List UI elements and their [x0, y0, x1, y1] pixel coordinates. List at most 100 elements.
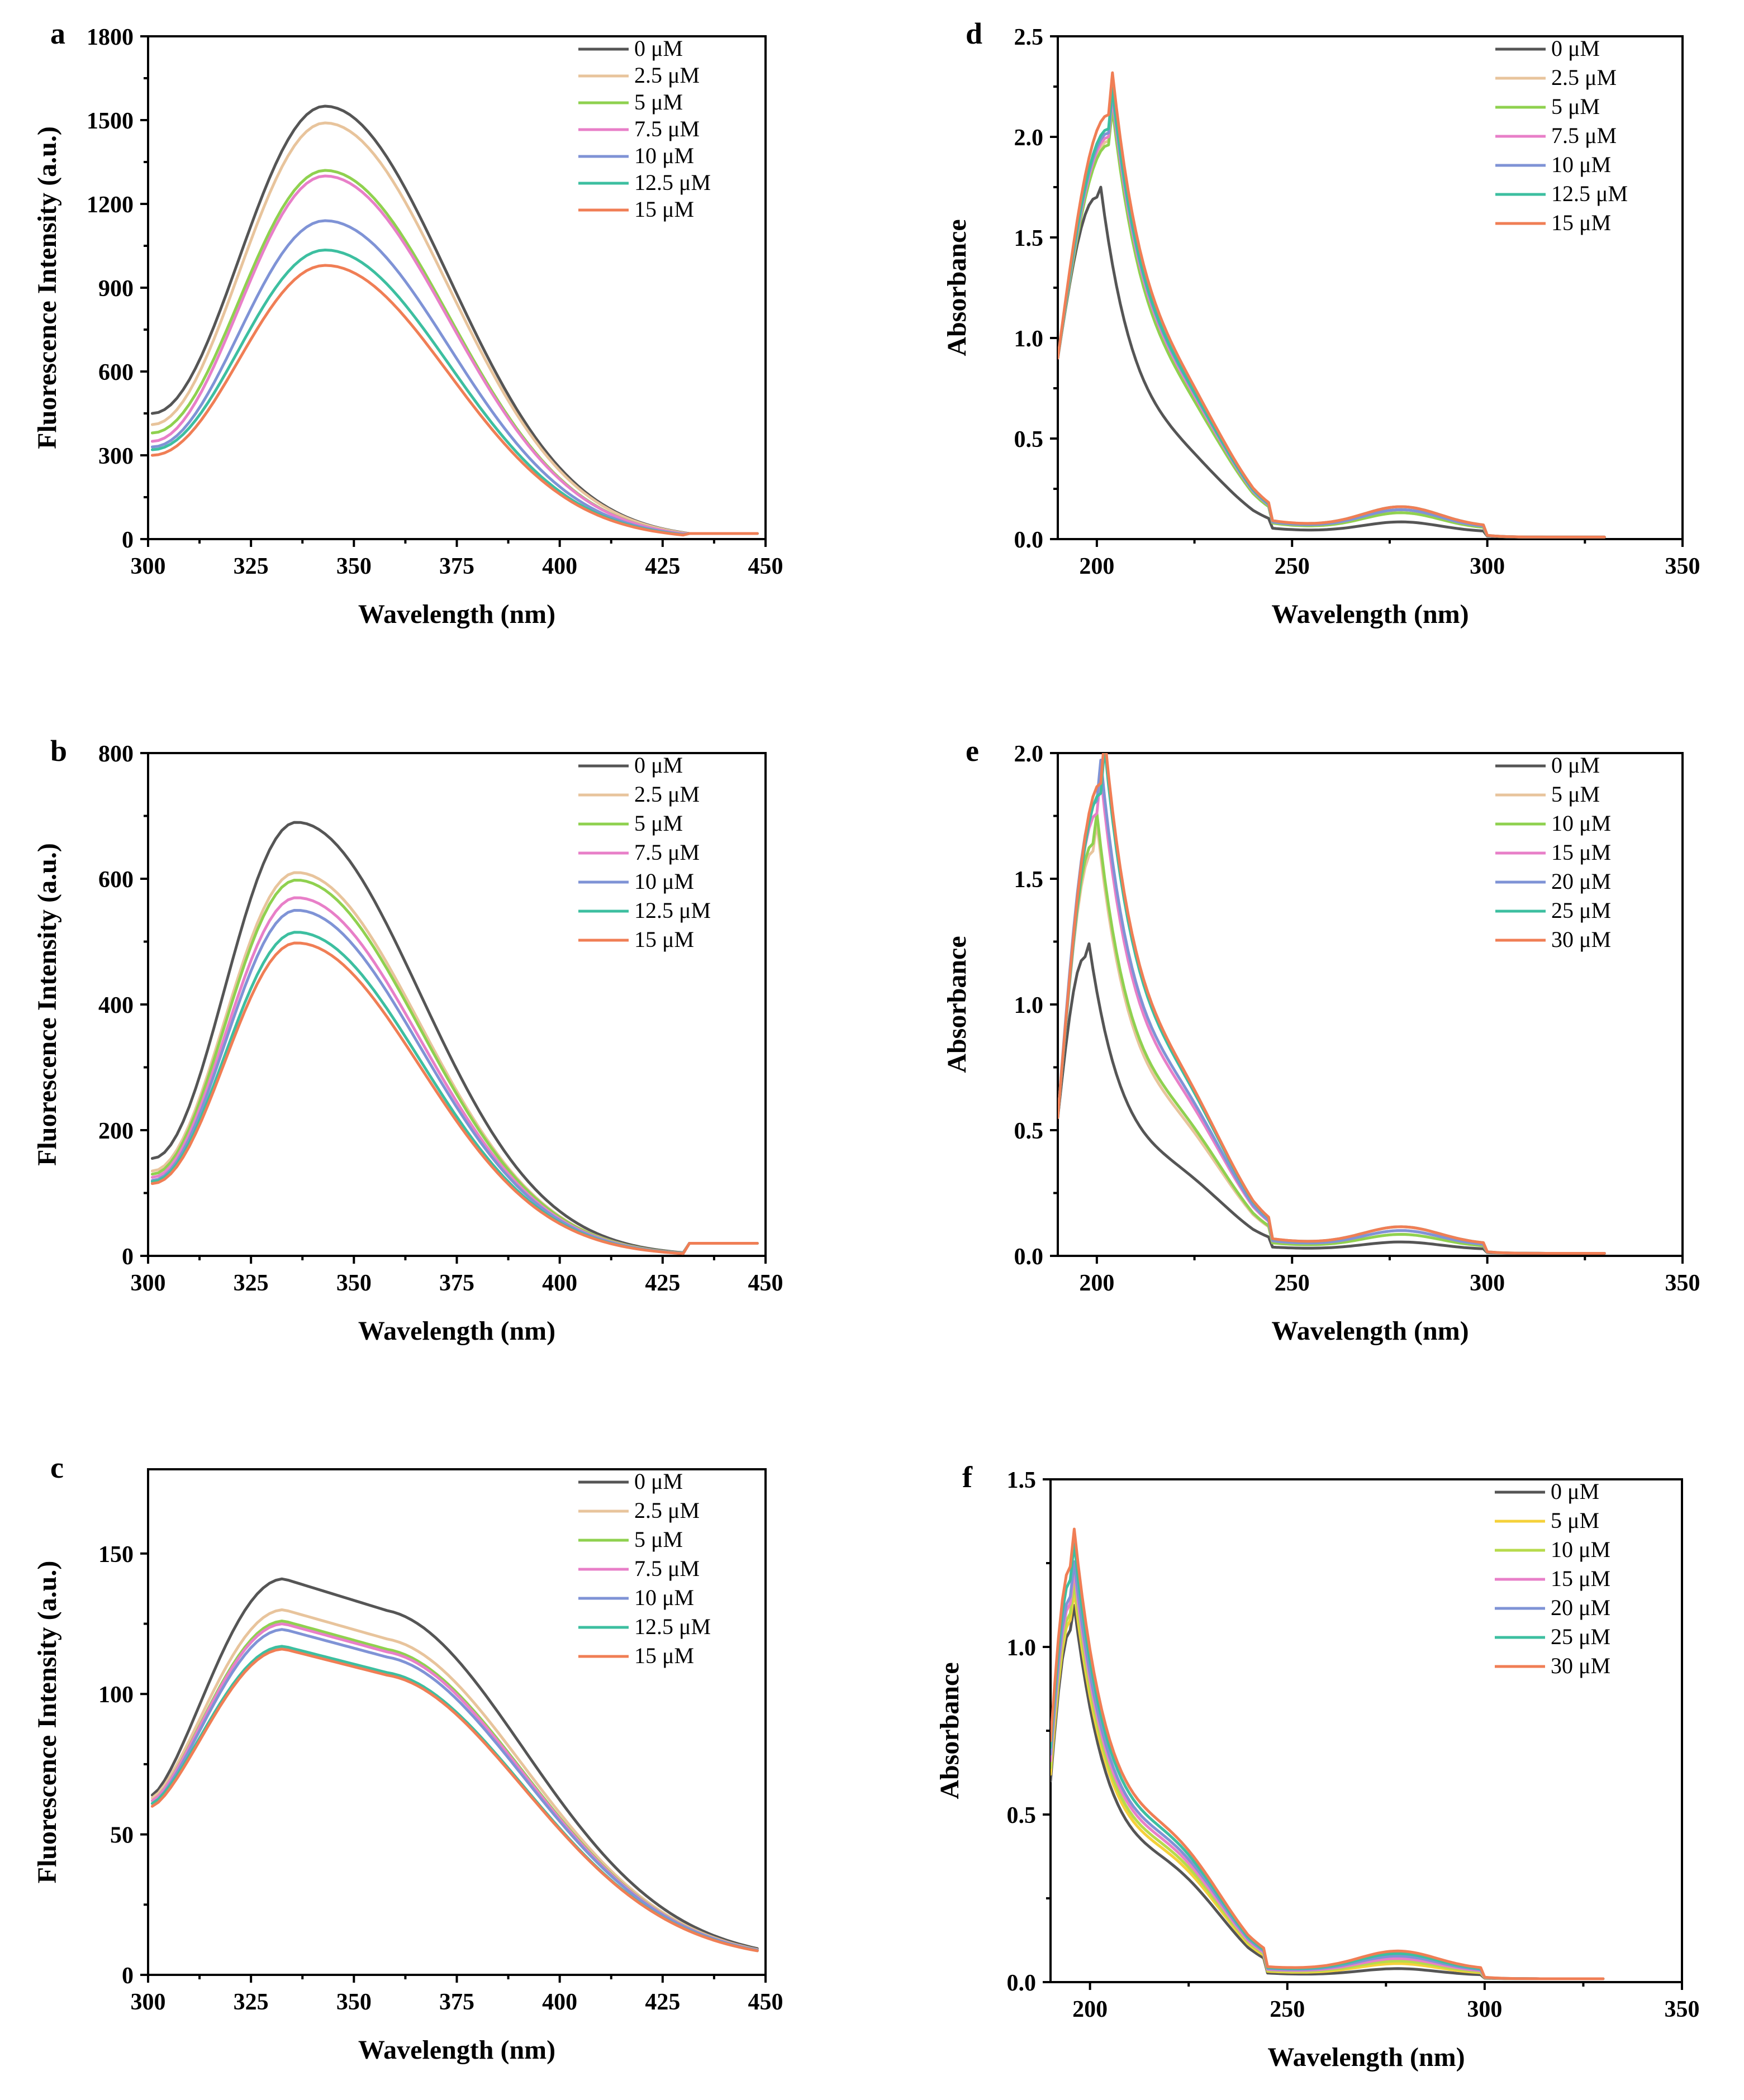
x-tick-label: 425 — [645, 554, 680, 579]
series-line-1 — [150, 1608, 759, 1951]
x-tick-label: 250 — [1275, 1270, 1310, 1296]
y-axis-title: Fluorescence Intensity (a.u.) — [32, 843, 62, 1166]
series-lines — [1058, 71, 1606, 539]
y-tick-label: 1.0 — [1014, 326, 1044, 352]
y-tick-label: 800 — [98, 741, 134, 767]
x-tick-label: 350 — [336, 554, 372, 579]
legend-label: 7.5 μM — [634, 1556, 700, 1581]
legend-label: 12.5 μM — [634, 170, 711, 195]
legend-label: 12.5 μM — [634, 1614, 711, 1639]
legend-label: 0 μM — [1551, 36, 1600, 61]
series-line-6 — [150, 1647, 759, 1953]
x-axis-title: Wavelength (nm) — [1271, 1316, 1469, 1346]
y-tick-label: 1.0 — [1007, 1635, 1037, 1661]
legend-label: 30 μM — [1551, 927, 1611, 952]
series-line-4 — [1058, 91, 1606, 539]
series-line-5 — [1058, 87, 1606, 539]
legend-label: 10 μM — [634, 1585, 694, 1610]
panel-letter: a — [50, 17, 65, 50]
y-tick-label: 200 — [98, 1118, 134, 1144]
legend-label: 7.5 μM — [634, 840, 700, 865]
y-tick-label: 1.0 — [1014, 993, 1044, 1018]
series-lines — [150, 104, 759, 537]
series-line-3 — [1051, 1569, 1605, 1980]
x-tick-label: 300 — [131, 1989, 166, 2015]
x-axis-title: Wavelength (nm) — [358, 1316, 555, 1346]
x-tick-label: 300 — [1467, 1997, 1502, 2022]
series-line-2 — [1058, 811, 1606, 1255]
series-lines — [150, 1577, 759, 1953]
x-axis-title: Wavelength (nm) — [358, 2035, 555, 2065]
series-line-0 — [1058, 942, 1606, 1255]
legend-label: 0 μM — [634, 1469, 683, 1494]
x-tick-label: 350 — [1665, 1997, 1700, 2022]
legend-label: 12.5 μM — [1551, 181, 1628, 206]
legend-label: 2.5 μM — [634, 782, 700, 807]
x-tick-label: 375 — [439, 1989, 474, 2015]
series-line-6 — [150, 264, 759, 537]
panel-letter: b — [50, 734, 67, 768]
y-axis-title: Absorbance — [942, 936, 972, 1073]
legend-label: 0 μM — [634, 36, 683, 61]
y-tick-label: 2.5 — [1014, 25, 1044, 50]
series-line-4 — [1051, 1560, 1605, 1980]
legend-label: 25 μM — [1551, 898, 1611, 923]
y-tick-label: 150 — [98, 1542, 134, 1568]
y-tick-label: 2.0 — [1014, 125, 1044, 151]
y-tick-label: 2.0 — [1014, 741, 1044, 767]
y-tick-label: 300 — [98, 444, 134, 469]
legend-label: 15 μM — [634, 927, 694, 952]
legend-label: 0 μM — [634, 753, 683, 778]
series-line-4 — [150, 219, 759, 536]
x-tick-label: 400 — [542, 1989, 577, 2015]
x-tick-label: 400 — [542, 1270, 577, 1296]
series-line-3 — [1058, 773, 1606, 1255]
series-line-6 — [1058, 753, 1606, 1255]
y-tick-label: 0.5 — [1007, 1803, 1037, 1828]
x-tick-label: 450 — [748, 1270, 783, 1296]
y-tick-label: 0.0 — [1014, 527, 1044, 553]
series-line-6 — [1051, 1527, 1605, 1980]
legend-label: 5 μM — [1551, 1508, 1599, 1533]
legend-label: 7.5 μM — [1551, 123, 1617, 148]
series-line-1 — [1051, 1589, 1605, 1980]
y-tick-label: 50 — [110, 1823, 134, 1849]
legend-label: 5 μM — [634, 89, 683, 115]
legend-label: 30 μM — [1551, 1653, 1610, 1678]
legend-label: 10 μM — [634, 869, 694, 894]
y-tick-label: 600 — [98, 360, 134, 385]
panel-letter: d — [966, 17, 982, 50]
legend-label: 12.5 μM — [634, 898, 711, 923]
x-tick-label: 425 — [645, 1270, 680, 1296]
x-tick-label: 400 — [542, 554, 577, 579]
legend-label: 15 μM — [1551, 1566, 1610, 1591]
x-tick-label: 425 — [645, 1989, 680, 2015]
y-axis-title: Absorbance — [935, 1662, 964, 1799]
panel-d: d 200 250 300 350 0.0 0.5 1.0 1.5 2.0 2.5 Wavelengt… — [942, 17, 1700, 629]
y-tick-label: 1.5 — [1007, 1468, 1037, 1493]
legend-label: 15 μM — [1551, 210, 1611, 235]
y-axis-title: Absorbance — [942, 219, 972, 356]
x-tick-label: 450 — [748, 1989, 783, 2015]
legend-label: 10 μM — [1551, 1537, 1610, 1562]
x-axis-title: Wavelength (nm) — [1267, 2042, 1465, 2072]
legend-label: 0 μM — [1551, 753, 1600, 778]
x-tick-label: 325 — [234, 1989, 269, 2015]
series-line-6 — [1058, 71, 1606, 539]
legend-label: 5 μM — [634, 811, 683, 836]
series-line-6 — [150, 941, 759, 1255]
legend-label: 5 μM — [1551, 782, 1600, 807]
series-line-1 — [1058, 103, 1606, 539]
x-axis-title: Wavelength (nm) — [358, 599, 555, 629]
legend-label: 10 μM — [634, 143, 694, 168]
y-tick-label: 0.5 — [1014, 427, 1044, 453]
legend-label: 2.5 μM — [634, 1498, 700, 1523]
legend-label: 15 μM — [634, 1643, 694, 1668]
legend-label: 5 μM — [1551, 94, 1600, 119]
y-tick-label: 900 — [98, 276, 134, 302]
x-tick-label: 350 — [1665, 554, 1700, 579]
x-tick-label: 350 — [336, 1270, 372, 1296]
legend-label: 20 μM — [1551, 1595, 1610, 1620]
y-tick-label: 100 — [98, 1682, 134, 1708]
legend-label: 2.5 μM — [1551, 65, 1617, 90]
